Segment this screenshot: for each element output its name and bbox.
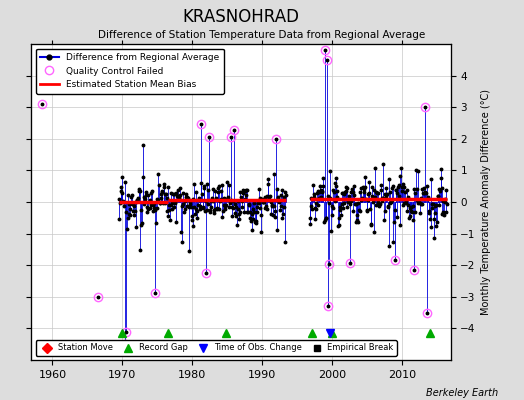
Text: Berkeley Earth: Berkeley Earth [425, 388, 498, 398]
Y-axis label: Monthly Temperature Anomaly Difference (°C): Monthly Temperature Anomaly Difference (… [481, 89, 492, 315]
Title: KRASNOHRAD: KRASNOHRAD [182, 8, 300, 26]
Legend: Difference from Regional Average, Quality Control Failed, Estimated Station Mean: Difference from Regional Average, Qualit… [36, 48, 224, 94]
Text: Difference of Station Temperature Data from Regional Average: Difference of Station Temperature Data f… [99, 30, 425, 40]
